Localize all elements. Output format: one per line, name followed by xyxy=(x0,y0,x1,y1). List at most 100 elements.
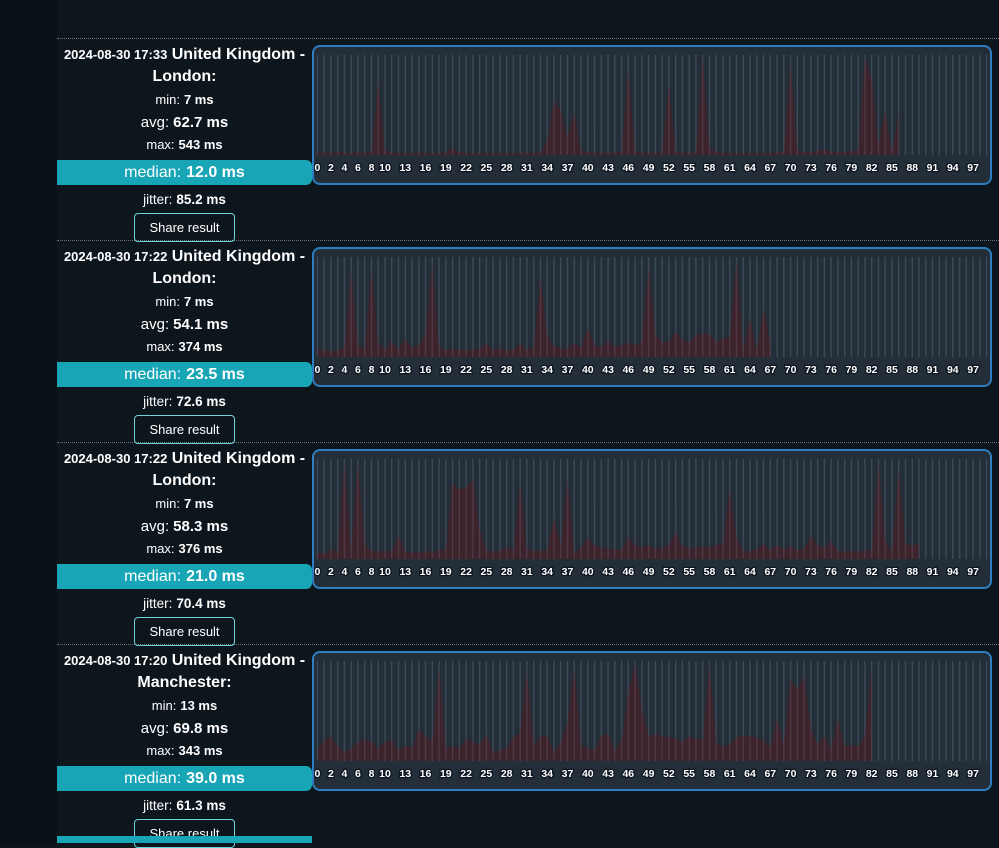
svg-text:28: 28 xyxy=(501,768,513,780)
svg-text:28: 28 xyxy=(501,566,513,578)
svg-text:52: 52 xyxy=(663,162,675,174)
svg-text:64: 64 xyxy=(744,162,756,174)
svg-text:88: 88 xyxy=(906,768,918,780)
svg-text:19: 19 xyxy=(440,768,452,780)
svg-text:61: 61 xyxy=(724,162,736,174)
svg-text:4: 4 xyxy=(341,364,347,376)
svg-text:8: 8 xyxy=(369,162,375,174)
svg-text:85: 85 xyxy=(886,364,898,376)
result-row: 2024-08-30 17:33 United Kingdom - London… xyxy=(57,38,999,242)
result-stats: 2024-08-30 17:33 United Kingdom - London… xyxy=(57,39,312,242)
svg-text:6: 6 xyxy=(355,364,361,376)
svg-text:46: 46 xyxy=(622,768,634,780)
svg-text:97: 97 xyxy=(967,768,979,780)
share-result-button[interactable]: Share result xyxy=(134,819,235,848)
svg-text:8: 8 xyxy=(369,364,375,376)
svg-text:25: 25 xyxy=(481,768,493,780)
svg-text:52: 52 xyxy=(663,566,675,578)
stat-max: max: 374 ms xyxy=(146,339,223,354)
svg-text:79: 79 xyxy=(846,566,858,578)
svg-text:13: 13 xyxy=(399,162,411,174)
svg-text:49: 49 xyxy=(643,364,655,376)
svg-text:76: 76 xyxy=(825,162,837,174)
bottom-partial-teal-bar xyxy=(57,836,312,843)
svg-text:79: 79 xyxy=(846,768,858,780)
svg-text:8: 8 xyxy=(369,768,375,780)
svg-text:67: 67 xyxy=(764,162,776,174)
ping-latency-chart[interactable]: 0 2 4 6 8 10 13 16 19 22 25 28 31 34 37 40 43 46 49 52 55 58 6… xyxy=(312,45,992,185)
svg-text:10: 10 xyxy=(379,566,391,578)
result-heading: 2024-08-30 17:22 United Kingdom - London… xyxy=(57,246,312,290)
svg-text:88: 88 xyxy=(906,162,918,174)
share-result-button[interactable]: Share result xyxy=(134,617,235,646)
svg-text:85: 85 xyxy=(886,566,898,578)
svg-text:52: 52 xyxy=(663,768,675,780)
svg-text:55: 55 xyxy=(683,768,695,780)
result-timestamp: 2024-08-30 17:20 xyxy=(63,653,168,668)
svg-text:43: 43 xyxy=(602,364,614,376)
svg-text:64: 64 xyxy=(744,364,756,376)
svg-text:34: 34 xyxy=(541,768,553,780)
share-result-button[interactable]: Share result xyxy=(134,415,235,444)
result-timestamp: 2024-08-30 17:22 xyxy=(63,249,168,264)
svg-text:70: 70 xyxy=(785,768,797,780)
result-location: United Kingdom - London: xyxy=(152,46,306,85)
result-timestamp: 2024-08-30 17:33 xyxy=(63,47,168,62)
svg-text:79: 79 xyxy=(846,364,858,376)
result-row: 2024-08-30 17:22 United Kingdom - London… xyxy=(57,240,999,444)
ping-latency-chart[interactable]: 0 2 4 6 8 10 13 16 19 22 25 28 31 34 37 40 43 46 49 52 55 58 6… xyxy=(312,449,992,589)
svg-text:34: 34 xyxy=(541,364,553,376)
median-badge: median: 23.5 ms xyxy=(57,362,312,387)
svg-text:8: 8 xyxy=(369,566,375,578)
svg-text:91: 91 xyxy=(927,162,939,174)
svg-text:2: 2 xyxy=(328,162,334,174)
svg-text:55: 55 xyxy=(683,162,695,174)
result-row: 2024-08-30 17:22 United Kingdom - London… xyxy=(57,442,999,646)
svg-text:19: 19 xyxy=(440,566,452,578)
svg-text:22: 22 xyxy=(460,364,472,376)
svg-text:58: 58 xyxy=(704,566,716,578)
svg-text:6: 6 xyxy=(355,768,361,780)
svg-text:40: 40 xyxy=(582,566,594,578)
svg-text:2: 2 xyxy=(328,364,334,376)
svg-text:6: 6 xyxy=(355,162,361,174)
svg-text:70: 70 xyxy=(785,364,797,376)
svg-text:91: 91 xyxy=(927,566,939,578)
svg-text:22: 22 xyxy=(460,566,472,578)
left-margin-strip xyxy=(0,0,57,843)
stat-avg: avg: 58.3 ms xyxy=(140,518,229,535)
svg-text:94: 94 xyxy=(947,364,959,376)
stat-min: min: 7 ms xyxy=(155,496,214,511)
ping-latency-chart[interactable]: 0 2 4 6 8 10 13 16 19 22 25 28 31 34 37 40 43 46 49 52 55 58 6… xyxy=(312,247,992,387)
svg-text:13: 13 xyxy=(399,768,411,780)
svg-text:73: 73 xyxy=(805,162,817,174)
result-heading: 2024-08-30 17:33 United Kingdom - London… xyxy=(57,44,312,88)
svg-text:49: 49 xyxy=(643,162,655,174)
stat-jitter: jitter: 72.6 ms xyxy=(143,394,226,409)
svg-text:73: 73 xyxy=(805,566,817,578)
svg-text:88: 88 xyxy=(906,566,918,578)
svg-text:25: 25 xyxy=(481,162,493,174)
svg-text:31: 31 xyxy=(521,364,533,376)
result-heading: 2024-08-30 17:20 United Kingdom - Manche… xyxy=(57,650,312,694)
svg-text:49: 49 xyxy=(643,768,655,780)
stat-jitter: jitter: 85.2 ms xyxy=(143,192,226,207)
svg-text:28: 28 xyxy=(501,364,513,376)
svg-text:52: 52 xyxy=(663,364,675,376)
svg-text:64: 64 xyxy=(744,768,756,780)
svg-text:82: 82 xyxy=(866,364,878,376)
svg-text:85: 85 xyxy=(886,768,898,780)
results-list: 2024-08-30 17:33 United Kingdom - London… xyxy=(57,38,999,848)
svg-text:40: 40 xyxy=(582,768,594,780)
share-result-button[interactable]: Share result xyxy=(134,213,235,242)
svg-text:2: 2 xyxy=(328,566,334,578)
svg-text:4: 4 xyxy=(341,162,347,174)
svg-text:91: 91 xyxy=(927,768,939,780)
result-heading: 2024-08-30 17:22 United Kingdom - London… xyxy=(57,448,312,492)
svg-text:4: 4 xyxy=(341,566,347,578)
ping-latency-chart[interactable]: 0 2 4 6 8 10 13 16 19 22 25 28 31 34 37 40 43 46 49 52 55 58 6… xyxy=(312,651,992,791)
svg-text:37: 37 xyxy=(562,566,574,578)
svg-text:70: 70 xyxy=(785,162,797,174)
svg-text:13: 13 xyxy=(399,566,411,578)
stat-avg: avg: 69.8 ms xyxy=(140,720,229,737)
